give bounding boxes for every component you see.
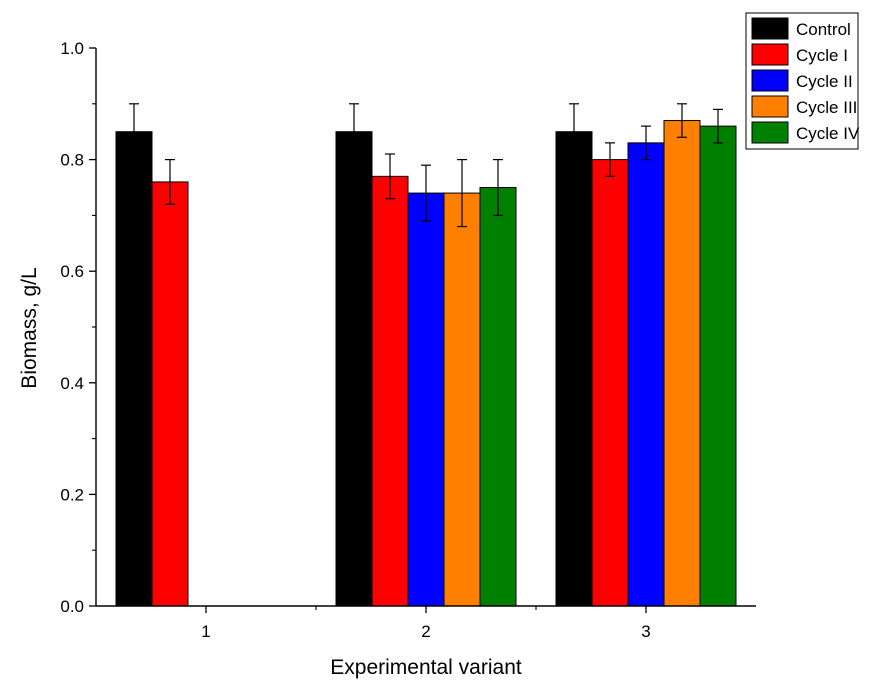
- bar-cycle-iii-variant-2: [443, 192, 481, 607]
- x-tick-label: 3: [641, 622, 650, 641]
- bar-cycle-i-variant-3: [591, 159, 629, 607]
- y-tick-label: 0.4: [60, 374, 84, 393]
- bar-cycle-i-variant-1: [151, 181, 189, 607]
- bars-group: [115, 120, 737, 607]
- error-bar-control-variant-1: [129, 103, 139, 161]
- error-bar-cycle-ii-variant-3: [641, 125, 651, 161]
- error-bar-cycle-ii-variant-2: [421, 164, 431, 222]
- bar-cycle-iv-variant-2: [479, 187, 517, 607]
- x-tick-label: 2: [421, 622, 430, 641]
- error-bar-cycle-iii-variant-3: [677, 103, 687, 138]
- legend-swatch: [751, 43, 789, 66]
- legend-label: Cycle III: [796, 98, 857, 117]
- legend-swatch: [751, 69, 789, 92]
- y-tick-label: 1.0: [60, 39, 84, 58]
- legend-item-cycle-i: Cycle I: [751, 43, 848, 66]
- legend: Control Cycle I Cycle II Cycle III Cycle IV: [745, 12, 860, 150]
- bar-cycle-iv-variant-3: [699, 125, 737, 607]
- y-tick-label: 0.0: [60, 597, 84, 616]
- bar-control-variant-2: [335, 131, 373, 607]
- error-bar-control-variant-2: [349, 103, 359, 161]
- bar-cycle-i-variant-2: [371, 175, 409, 607]
- axes-group: 0.0 0.2 0.4 0.6 0.8 1.0 1 2 3: [60, 39, 756, 641]
- y-tick-label: 0.6: [60, 262, 84, 281]
- error-bar-cycle-i-variant-3: [605, 142, 615, 177]
- bar-control-variant-1: [115, 131, 153, 607]
- error-bar-cycle-iv-variant-2: [493, 159, 503, 216]
- legend-swatch: [751, 95, 789, 118]
- error-bar-cycle-iii-variant-2: [457, 159, 467, 228]
- x-tick-label: 1: [201, 622, 210, 641]
- y-tick-label: 0.2: [60, 485, 84, 504]
- bar-control-variant-3: [555, 131, 593, 607]
- legend-item-cycle-iv: Cycle IV: [751, 121, 860, 144]
- legend-label: Cycle II: [796, 72, 853, 91]
- error-bar-cycle-i-variant-1: [165, 159, 175, 205]
- legend-label: Cycle IV: [796, 124, 860, 143]
- error-bar-cycle-i-variant-2: [385, 153, 395, 200]
- x-axis-title: Experimental variant: [330, 656, 522, 679]
- y-axis-title: Biomass, g/L: [18, 267, 41, 388]
- error-bar-cycle-iv-variant-3: [713, 108, 723, 144]
- bar-cycle-ii-variant-2: [407, 192, 445, 607]
- legend-item-cycle-iii: Cycle III: [751, 95, 857, 118]
- legend-item-control: Control: [751, 17, 851, 40]
- legend-label: Control: [796, 20, 851, 39]
- legend-item-cycle-ii: Cycle II: [751, 69, 853, 92]
- legend-swatch: [751, 121, 789, 144]
- y-tick-label: 0.8: [60, 151, 84, 170]
- error-bar-control-variant-3: [569, 103, 579, 161]
- error-bars-group: [129, 103, 723, 228]
- legend-label: Cycle I: [796, 46, 848, 65]
- bar-cycle-iii-variant-3: [663, 120, 701, 607]
- bar-cycle-ii-variant-3: [627, 142, 665, 607]
- legend-swatch: [751, 17, 789, 40]
